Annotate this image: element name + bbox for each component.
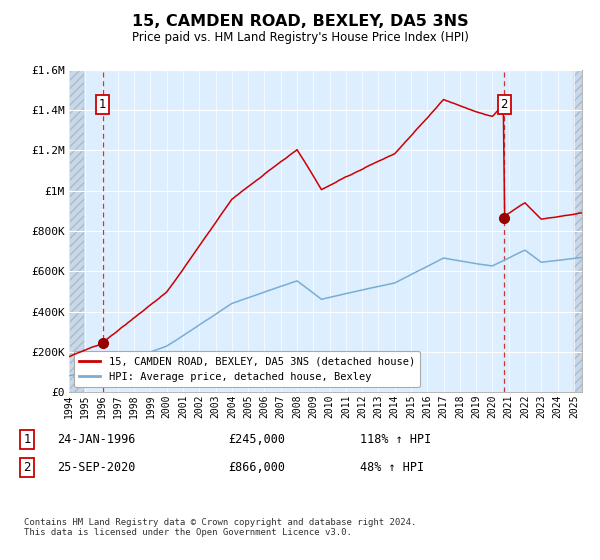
Bar [69,70,83,392]
Text: 25-SEP-2020: 25-SEP-2020 [57,461,136,474]
Bar [574,70,582,392]
Text: 24-JAN-1996: 24-JAN-1996 [57,433,136,446]
Text: Price paid vs. HM Land Registry's House Price Index (HPI): Price paid vs. HM Land Registry's House … [131,31,469,44]
Text: £866,000: £866,000 [228,461,285,474]
Text: 48% ↑ HPI: 48% ↑ HPI [360,461,424,474]
Legend: 15, CAMDEN ROAD, BEXLEY, DA5 3NS (detached house), HPI: Average price, detached : 15, CAMDEN ROAD, BEXLEY, DA5 3NS (detach… [74,351,420,387]
Bar [69,70,83,392]
Text: 1: 1 [23,433,31,446]
Text: 2: 2 [500,97,508,111]
Text: Contains HM Land Registry data © Crown copyright and database right 2024.
This d: Contains HM Land Registry data © Crown c… [24,518,416,538]
Text: 1: 1 [99,97,106,111]
Bar [574,70,582,392]
Text: £245,000: £245,000 [228,433,285,446]
Text: 118% ↑ HPI: 118% ↑ HPI [360,433,431,446]
Text: 15, CAMDEN ROAD, BEXLEY, DA5 3NS: 15, CAMDEN ROAD, BEXLEY, DA5 3NS [131,14,469,29]
Text: 2: 2 [23,461,31,474]
